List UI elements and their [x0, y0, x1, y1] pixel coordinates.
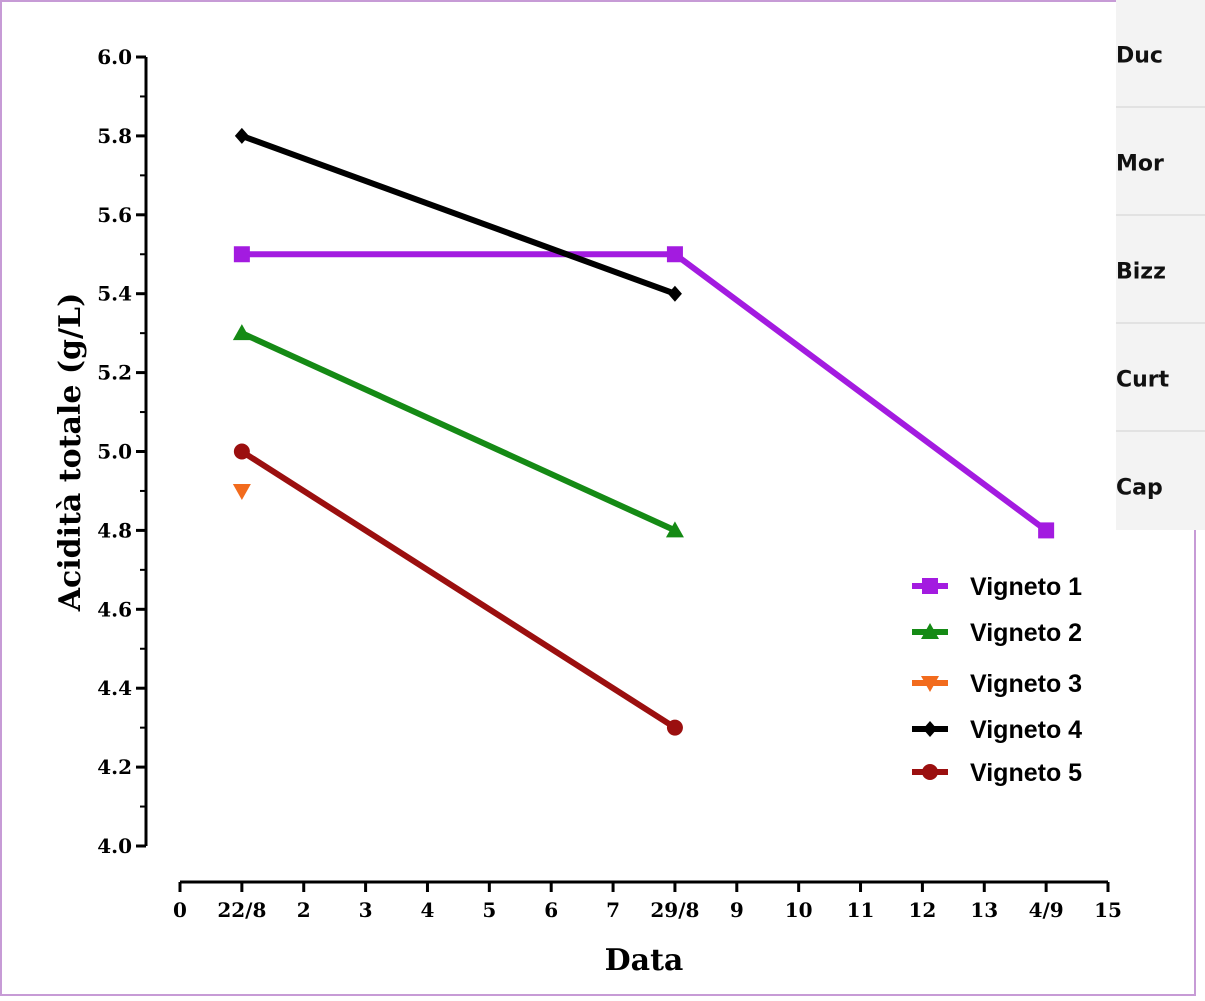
series-line	[240, 330, 677, 534]
series-layer	[232, 127, 1055, 736]
x-tick-label: 13	[970, 898, 998, 922]
x-tick-label: 29/8	[650, 898, 699, 922]
legend-marker	[921, 623, 939, 639]
side-row: Cap	[1116, 432, 1205, 530]
series-5	[233, 443, 683, 736]
data-point	[233, 246, 250, 263]
side-row-label: Mor	[1116, 151, 1164, 177]
series-4	[234, 127, 682, 302]
legend-item: Vigneto 4	[912, 716, 1082, 744]
y-tick-label: 5.6	[97, 203, 132, 227]
x-tick-label: 5	[482, 898, 496, 922]
legend-item: Vigneto 2	[912, 619, 1082, 647]
legend-label: Vigneto 3	[970, 670, 1082, 698]
side-row-label: Cap	[1116, 475, 1163, 501]
axes: 4.0 4.2 4.4 4.6 4.8 5.0 5.2 5.4 5.6 5.8 6.0 0 22/8 2 3…	[97, 45, 1122, 922]
data-point	[665, 521, 684, 538]
y-tick-label: 5.8	[97, 124, 132, 148]
x-axis-title: Data	[605, 943, 684, 978]
x-tick-label: 22/8	[217, 898, 266, 922]
legend-item: Vigneto 1	[912, 573, 1082, 601]
legend-label: Vigneto 1	[970, 573, 1082, 601]
legend: Vigneto 1 Vigneto 2 Vigneto 3 Vigneto 4 Vign…	[912, 573, 1082, 787]
data-point	[667, 285, 682, 302]
x-tick-label: 7	[606, 898, 620, 922]
series-line	[241, 251, 1048, 533]
side-row-label: Bizz	[1116, 259, 1166, 285]
series-3	[232, 483, 251, 500]
y-tick-label: 4.4	[97, 676, 132, 700]
y-axis-title: Acidità totale (g/L)	[53, 293, 88, 613]
x-tick-label: 15	[1094, 898, 1122, 922]
y-tick-label: 4.8	[97, 518, 132, 542]
x-tick-label: 11	[847, 898, 875, 922]
legend-marker	[922, 764, 938, 780]
x-tick-label: 3	[359, 898, 373, 922]
series-2	[232, 324, 684, 538]
data-point	[232, 483, 251, 500]
data-point	[233, 443, 250, 460]
data-point	[666, 719, 683, 736]
legend-marker	[921, 676, 939, 692]
side-row-label: Curt	[1116, 367, 1170, 393]
legend-label: Vigneto 2	[970, 619, 1082, 647]
legend-marker	[922, 578, 938, 594]
side-row: Curt	[1116, 324, 1205, 432]
legend-label: Vigneto 4	[970, 716, 1082, 744]
x-tick-label: 6	[544, 898, 558, 922]
legend-item: Vigneto 5	[912, 759, 1082, 787]
data-point	[234, 127, 249, 144]
series-line	[240, 448, 677, 731]
x-tick-label: 0	[173, 898, 187, 922]
x-tick-label: 9	[730, 898, 744, 922]
data-point	[232, 324, 251, 341]
legend-marker	[923, 721, 937, 737]
side-row: Duc	[1116, 0, 1205, 108]
legend-item: Vigneto 3	[912, 670, 1082, 698]
y-tick-label: 5.4	[97, 282, 132, 306]
x-tick-label: 12	[908, 898, 936, 922]
side-row: Mor	[1116, 108, 1205, 216]
y-tick-label: 4.0	[97, 834, 132, 858]
y-tick-label: 5.0	[97, 440, 132, 464]
side-row: Bizz	[1116, 216, 1205, 324]
series-line	[240, 133, 676, 297]
x-tick-label: 2	[297, 898, 311, 922]
data-point	[666, 246, 683, 263]
y-tick-label: 4.2	[97, 755, 132, 779]
y-tick-label: 5.2	[97, 361, 132, 385]
x-tick-label: 10	[785, 898, 813, 922]
x-tick-label: 4	[421, 898, 435, 922]
side-row-label: Duc	[1116, 43, 1163, 69]
y-tick-label: 4.6	[97, 597, 132, 621]
data-point	[1038, 522, 1055, 539]
series-1	[233, 246, 1055, 539]
legend-label: Vigneto 5	[970, 759, 1082, 787]
x-tick-label: 4/9	[1029, 898, 1064, 922]
y-tick-label: 6.0	[97, 45, 132, 69]
side-panel: Duc Mor Bizz Curt Cap	[1116, 0, 1205, 530]
